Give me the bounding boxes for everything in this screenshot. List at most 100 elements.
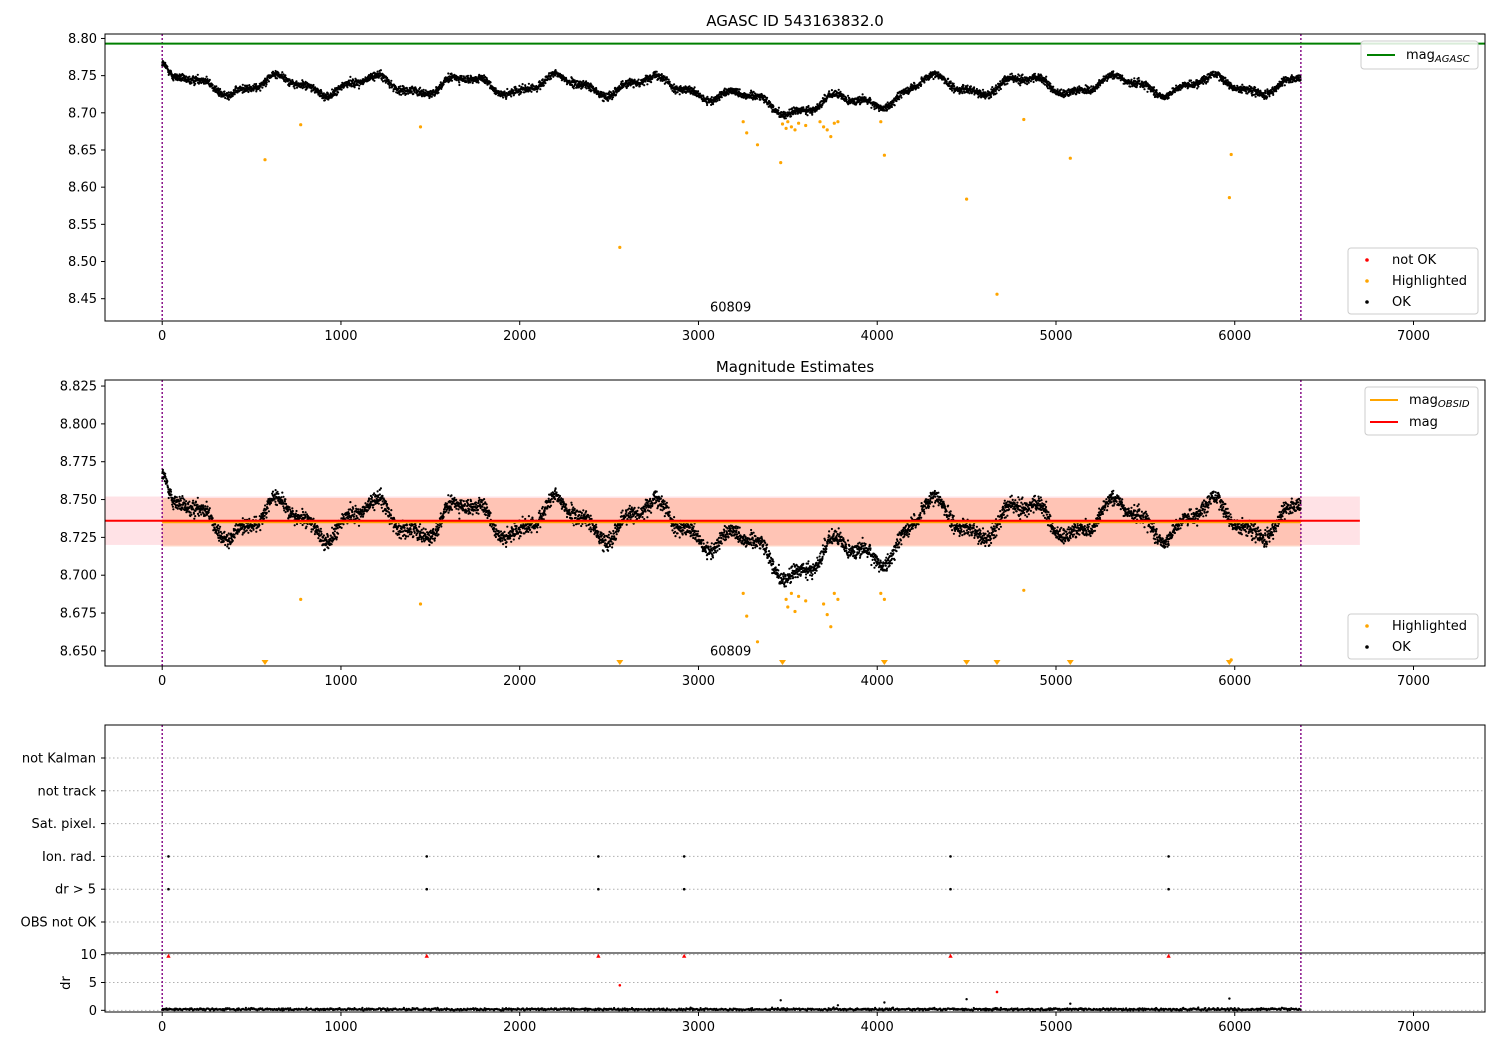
- ok-point: [1075, 93, 1078, 96]
- panel1-legend-upper: magAGASC: [1360, 40, 1479, 70]
- ok-point: [539, 88, 542, 91]
- x-tick-label: 4000: [861, 329, 894, 344]
- ok-point: [945, 80, 948, 83]
- ok-point: [303, 86, 306, 89]
- ok-point: [864, 96, 867, 99]
- ok-point: [839, 90, 842, 93]
- ok-point: [1264, 89, 1267, 92]
- ok-point: [1173, 91, 1176, 94]
- ok-point: [590, 89, 593, 92]
- ok-point: [554, 69, 557, 72]
- ok-point: [208, 78, 211, 81]
- ok-point: [255, 90, 258, 93]
- ok-point: [293, 87, 296, 90]
- ok-point: [266, 78, 269, 81]
- ok-point: [981, 88, 985, 91]
- ok-point: [1027, 81, 1030, 84]
- highlighted-point: [797, 121, 801, 125]
- ok-point: [227, 91, 230, 94]
- ok-point: [275, 77, 279, 80]
- ok-point: [520, 91, 523, 94]
- ok-point: [1299, 78, 1302, 82]
- ok-point: [845, 98, 848, 101]
- ok-point: [784, 111, 787, 114]
- y-tick-label: 8.45: [68, 292, 97, 307]
- ok-point: [628, 77, 631, 80]
- ok-point: [710, 96, 713, 99]
- ok-point: [1138, 79, 1141, 82]
- ok-point: [194, 82, 197, 85]
- ok-point: [1130, 78, 1133, 81]
- ok-point: [1060, 88, 1063, 91]
- ok-point: [506, 87, 509, 91]
- ok-point: [794, 112, 797, 115]
- ok-point: [891, 103, 894, 106]
- ok-point: [1254, 86, 1257, 89]
- ok-point: [898, 98, 901, 101]
- legend-not-ok-label: not OK: [1392, 253, 1437, 268]
- ok-point: [462, 75, 465, 78]
- legend-highlighted-label: Highlighted: [1392, 274, 1467, 289]
- ok-point: [1226, 79, 1229, 82]
- ok-point: [676, 91, 679, 94]
- ok-point: [1010, 72, 1013, 75]
- ok-point: [738, 88, 741, 91]
- ok-point: [861, 93, 864, 96]
- ok-point: [679, 85, 682, 88]
- ok-point: [804, 112, 808, 116]
- ok-point: [422, 88, 425, 91]
- x-tick-label: 3000: [682, 329, 715, 344]
- highlighted-point: [1068, 156, 1072, 160]
- y-tick-label: 8.55: [68, 218, 97, 233]
- ok-point: [999, 80, 1002, 83]
- ok-point: [984, 91, 987, 94]
- y-tick-label: 8.700: [60, 569, 97, 584]
- ok-point: [831, 96, 834, 99]
- ok-point: [681, 91, 684, 94]
- ok-point: [259, 89, 262, 92]
- highlighted-point: [1229, 152, 1233, 157]
- ok-point: [1275, 90, 1278, 93]
- y-tick-label: 8.70: [68, 106, 97, 121]
- ok-point: [466, 74, 470, 77]
- ok-point: [190, 82, 193, 85]
- ok-point: [1006, 82, 1009, 85]
- ok-point: [989, 93, 993, 96]
- ok-point: [477, 81, 480, 84]
- panel1-x-axis: 0 1000 2000 3000 4000 5000 6000 7000: [158, 321, 1430, 344]
- highlighted-point: [741, 120, 745, 124]
- ok-point: [1241, 83, 1244, 86]
- ok-point: [399, 85, 402, 88]
- ok-point: [542, 84, 545, 87]
- ok-point: [413, 90, 416, 94]
- ok-point: [326, 92, 329, 96]
- ok-point: [166, 65, 169, 68]
- ok-point: [1266, 88, 1269, 91]
- ok-point: [357, 87, 361, 90]
- ok-point: [609, 91, 613, 94]
- ok-point: [638, 85, 641, 88]
- ok-point: [352, 79, 355, 82]
- ok-point: [759, 98, 762, 101]
- x-tick-label: 0: [158, 329, 166, 344]
- ok-point: [853, 100, 856, 103]
- ok-point: [510, 95, 513, 98]
- ok-point: [521, 83, 524, 86]
- ok-point: [582, 79, 585, 83]
- ok-point: [1299, 76, 1302, 79]
- ok-point: [1021, 73, 1024, 76]
- ok-point: [718, 98, 721, 102]
- ok-point: [660, 73, 663, 76]
- ok-point: [215, 85, 218, 88]
- ok-point: [281, 71, 284, 74]
- ok-point: [233, 93, 236, 96]
- ok-point: [265, 81, 268, 84]
- legend-not-ok-marker: [1365, 258, 1369, 262]
- y-tick-label: 8.750: [60, 493, 97, 508]
- ok-point: [824, 94, 827, 97]
- highlighted-point: [618, 245, 622, 249]
- ok-point: [969, 85, 973, 88]
- highlighted-point: [879, 120, 883, 124]
